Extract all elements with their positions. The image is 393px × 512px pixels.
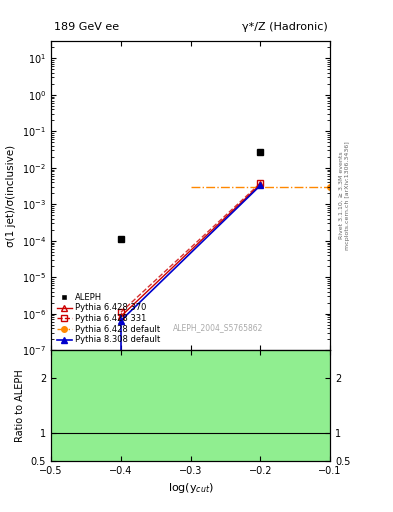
Text: γ*/Z (Hadronic): γ*/Z (Hadronic) bbox=[242, 22, 327, 32]
Text: ALEPH_2004_S5765862: ALEPH_2004_S5765862 bbox=[173, 323, 264, 332]
Y-axis label: Rivet 3.1.10, ≥ 3.3M events
mcplots.cern.ch [arXiv:1306.3436]: Rivet 3.1.10, ≥ 3.3M events mcplots.cern… bbox=[339, 141, 350, 250]
Y-axis label: σ(1 jet)/σ(inclusive): σ(1 jet)/σ(inclusive) bbox=[6, 144, 17, 247]
X-axis label: log(y$_{cut}$): log(y$_{cut}$) bbox=[167, 481, 214, 495]
Text: 189 GeV ee: 189 GeV ee bbox=[54, 22, 119, 32]
Y-axis label: Ratio to ALEPH: Ratio to ALEPH bbox=[15, 369, 25, 442]
Legend: ALEPH, Pythia 6.428 370, Pythia 6.428 331, Pythia 6.428 default, Pythia 8.308 de: ALEPH, Pythia 6.428 370, Pythia 6.428 33… bbox=[55, 291, 162, 346]
